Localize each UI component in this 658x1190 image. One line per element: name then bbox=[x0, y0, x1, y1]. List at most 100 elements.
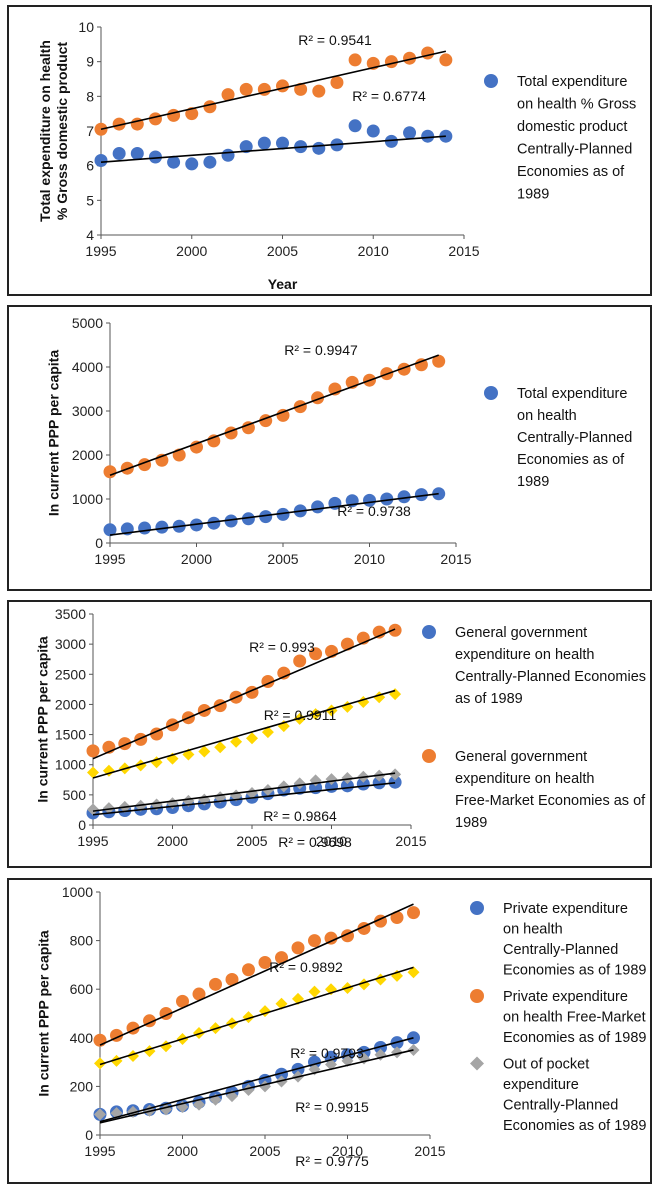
x-tick-label: 1995 bbox=[77, 833, 108, 849]
legend-label-line: Centrally-Planned bbox=[517, 430, 632, 446]
data-point bbox=[167, 155, 181, 169]
y-tick-label: 2500 bbox=[55, 666, 86, 682]
data-point bbox=[138, 521, 152, 535]
data-point bbox=[276, 136, 289, 150]
data-point bbox=[214, 741, 227, 754]
y-axis-label: In current PPP per capita bbox=[35, 636, 51, 802]
data-point bbox=[439, 53, 453, 67]
legend-marker bbox=[470, 901, 484, 915]
data-point bbox=[308, 1063, 321, 1076]
data-point bbox=[185, 157, 199, 171]
legend-marker bbox=[484, 386, 498, 400]
legend-marker bbox=[422, 625, 436, 639]
y-tick-label: 600 bbox=[70, 981, 94, 997]
data-point bbox=[293, 654, 307, 668]
y-tick-label: 1000 bbox=[72, 491, 103, 507]
data-point bbox=[348, 119, 362, 133]
y-tick-label: 400 bbox=[70, 1030, 94, 1046]
data-point bbox=[148, 112, 162, 126]
data-point bbox=[348, 53, 362, 67]
data-point bbox=[308, 985, 321, 998]
x-tick-label: 1995 bbox=[84, 1143, 115, 1159]
data-point bbox=[325, 1058, 337, 1071]
x-tick-label: 2005 bbox=[267, 243, 298, 259]
data-point bbox=[414, 358, 428, 372]
y-tick-label: 0 bbox=[78, 817, 86, 833]
data-point bbox=[160, 1040, 172, 1053]
chart-panel-2: 0 1000 2000 3000 4000 5000 1995 2000 2005 2010 201… bbox=[7, 305, 652, 591]
data-point bbox=[294, 82, 308, 96]
legend-marker bbox=[484, 74, 498, 88]
legend-label-line: 1989 bbox=[517, 187, 549, 203]
legend-label: Out of pocket expenditure Centrally-Planne… bbox=[503, 1057, 646, 1135]
legend-label-line: Centrally-Planned bbox=[503, 1098, 618, 1114]
data-point bbox=[241, 421, 255, 435]
legend-label-line: Total expenditure bbox=[517, 74, 627, 90]
data-point bbox=[407, 906, 420, 920]
data-point bbox=[277, 720, 290, 733]
chart-svg-2: 0 1000 2000 3000 4000 5000 1995 2000 2005 2010 201… bbox=[46, 315, 633, 567]
r-squared-label: R² = 0.9911 bbox=[264, 707, 337, 723]
x-tick-label: 1995 bbox=[85, 243, 116, 259]
trend-line bbox=[100, 50, 447, 131]
data-point bbox=[230, 735, 243, 748]
y-tick-label: 0 bbox=[95, 535, 103, 551]
r-squared-label: R² = 0.9698 bbox=[278, 834, 352, 850]
trend-line bbox=[92, 689, 396, 779]
x-tick-label: 2015 bbox=[448, 243, 479, 259]
data-point bbox=[203, 155, 217, 169]
legend-label-line: Free-Market Economies as of bbox=[455, 793, 646, 809]
data-point bbox=[374, 973, 387, 986]
legend-label-line: Economies as of 1989 bbox=[503, 1118, 646, 1134]
legend-marker bbox=[422, 749, 436, 763]
data-point bbox=[209, 977, 222, 991]
r-squared-label: R² = 0.9864 bbox=[263, 808, 337, 824]
data-point bbox=[203, 100, 217, 114]
y-tick-label: 800 bbox=[70, 933, 94, 949]
data-point bbox=[112, 117, 126, 131]
data-point bbox=[407, 1043, 420, 1056]
data-point bbox=[275, 1075, 288, 1088]
data-point bbox=[341, 700, 354, 713]
legend-label-line: General government bbox=[455, 749, 587, 765]
legend-label: Private expenditure on health Centrally-Pl… bbox=[503, 901, 646, 979]
data-point bbox=[242, 963, 255, 977]
legend-marker bbox=[470, 989, 484, 1003]
y-tick-label: 3000 bbox=[72, 403, 103, 419]
legend-label-line: Economies as of bbox=[517, 164, 625, 180]
data-point bbox=[373, 691, 386, 704]
legend-label-line: Total expenditure bbox=[517, 386, 627, 402]
trend-line bbox=[99, 1037, 414, 1123]
trend-line bbox=[99, 1049, 414, 1124]
legend-label-line: on health Free-Market bbox=[503, 1010, 646, 1026]
data-point bbox=[259, 510, 273, 524]
y-tick-label: 5 bbox=[86, 192, 94, 208]
data-point bbox=[374, 1041, 387, 1055]
legend-label-line: Economies as of 1989 bbox=[503, 963, 646, 979]
r-squared-label: R² = 0.9738 bbox=[337, 503, 411, 519]
legend-label: General government expenditure on health C… bbox=[455, 625, 646, 707]
x-tick-label: 2010 bbox=[316, 833, 347, 849]
legend-label-line: on health bbox=[517, 408, 577, 424]
y-tick-label: 3000 bbox=[55, 636, 86, 652]
r-squared-label: R² = 0.9915 bbox=[295, 1099, 369, 1115]
data-point bbox=[324, 931, 338, 945]
legend-label: Private expenditure on health Free-Market… bbox=[503, 989, 646, 1046]
data-point bbox=[167, 108, 181, 122]
data-point bbox=[185, 107, 199, 121]
data-point bbox=[380, 492, 394, 506]
legend-label-line: Private expenditure bbox=[503, 989, 628, 1005]
x-tick-label: 2000 bbox=[176, 243, 207, 259]
data-point bbox=[403, 51, 417, 65]
legend-label-line: expenditure bbox=[503, 1077, 579, 1093]
data-point bbox=[160, 1103, 172, 1116]
data-point bbox=[246, 732, 258, 745]
data-point bbox=[325, 983, 337, 996]
data-point bbox=[241, 512, 255, 526]
data-point bbox=[102, 802, 115, 815]
data-point bbox=[384, 55, 398, 69]
data-point bbox=[112, 147, 126, 161]
x-tick-label: 2000 bbox=[167, 1143, 198, 1159]
data-point bbox=[276, 507, 290, 521]
x-tick-label: 2010 bbox=[354, 551, 385, 567]
